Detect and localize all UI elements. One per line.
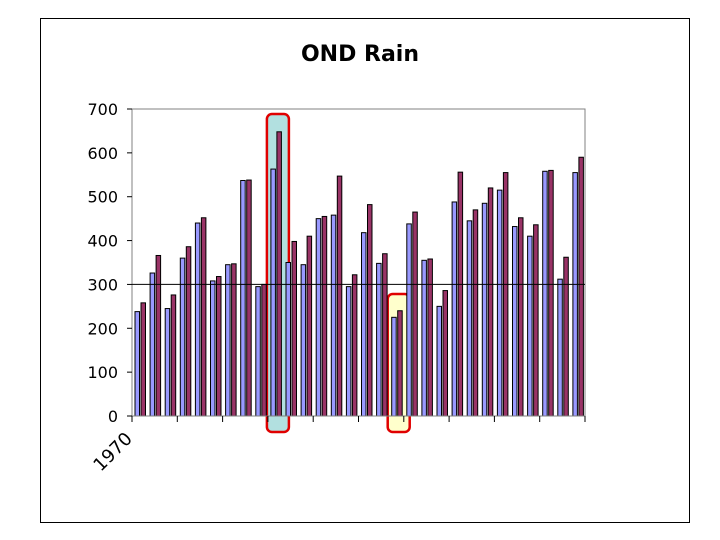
y-tick-label: 600	[87, 144, 118, 163]
bar	[291, 240, 297, 417]
bar	[572, 172, 578, 417]
bar	[361, 232, 367, 417]
bar	[533, 224, 539, 417]
y-tick-label: 200	[87, 319, 118, 338]
bar	[149, 272, 156, 417]
bar	[246, 179, 252, 417]
y-tick-label: 0	[108, 407, 118, 426]
bar	[451, 201, 458, 417]
bar	[240, 179, 246, 417]
bar	[276, 131, 282, 417]
bar	[412, 211, 418, 417]
y-tick-label: 500	[87, 188, 118, 207]
bar	[481, 202, 488, 417]
bar	[179, 257, 186, 417]
bar	[442, 290, 448, 417]
bar	[436, 305, 442, 417]
bar	[382, 253, 388, 417]
bar	[472, 209, 479, 417]
bar	[345, 286, 352, 417]
bar	[406, 223, 412, 417]
bar	[336, 175, 343, 417]
bar	[518, 217, 524, 417]
bar	[391, 316, 397, 417]
bar	[421, 259, 427, 417]
bar	[321, 215, 328, 417]
bar	[185, 246, 192, 417]
bar	[261, 283, 267, 417]
bar	[210, 280, 216, 417]
bar	[502, 172, 509, 417]
bar	[487, 187, 494, 417]
bar	[367, 204, 373, 417]
bar	[427, 258, 433, 417]
bar	[351, 274, 358, 417]
bar	[216, 276, 222, 417]
bar	[255, 286, 261, 417]
y-tick-label: 700	[87, 100, 118, 119]
bar	[134, 311, 140, 417]
bar	[315, 218, 322, 417]
y-tick-label: 400	[87, 232, 118, 251]
bar	[548, 169, 554, 417]
y-tick-label: 100	[87, 363, 118, 382]
bar	[200, 217, 207, 417]
chart-title: OND Rain	[300, 42, 420, 67]
bar	[330, 214, 337, 417]
bar	[225, 264, 231, 417]
bar	[397, 310, 403, 417]
bar	[155, 254, 162, 417]
bar	[140, 302, 146, 417]
bar	[512, 226, 518, 417]
y-tick-label: 300	[87, 275, 118, 294]
bar	[170, 294, 177, 417]
bar	[164, 308, 171, 417]
bar	[466, 220, 473, 417]
bar	[376, 262, 382, 417]
bar	[457, 171, 464, 417]
bar	[285, 262, 291, 417]
bar	[542, 170, 548, 417]
bar	[306, 235, 313, 417]
bar	[194, 222, 201, 417]
bar	[231, 263, 237, 417]
x-tick-label: 1970	[89, 428, 136, 475]
bar	[578, 156, 584, 417]
bar	[270, 168, 276, 417]
bar	[496, 189, 503, 417]
bar	[557, 278, 563, 417]
bar	[563, 256, 569, 417]
bar	[527, 235, 533, 417]
bar	[300, 264, 307, 417]
